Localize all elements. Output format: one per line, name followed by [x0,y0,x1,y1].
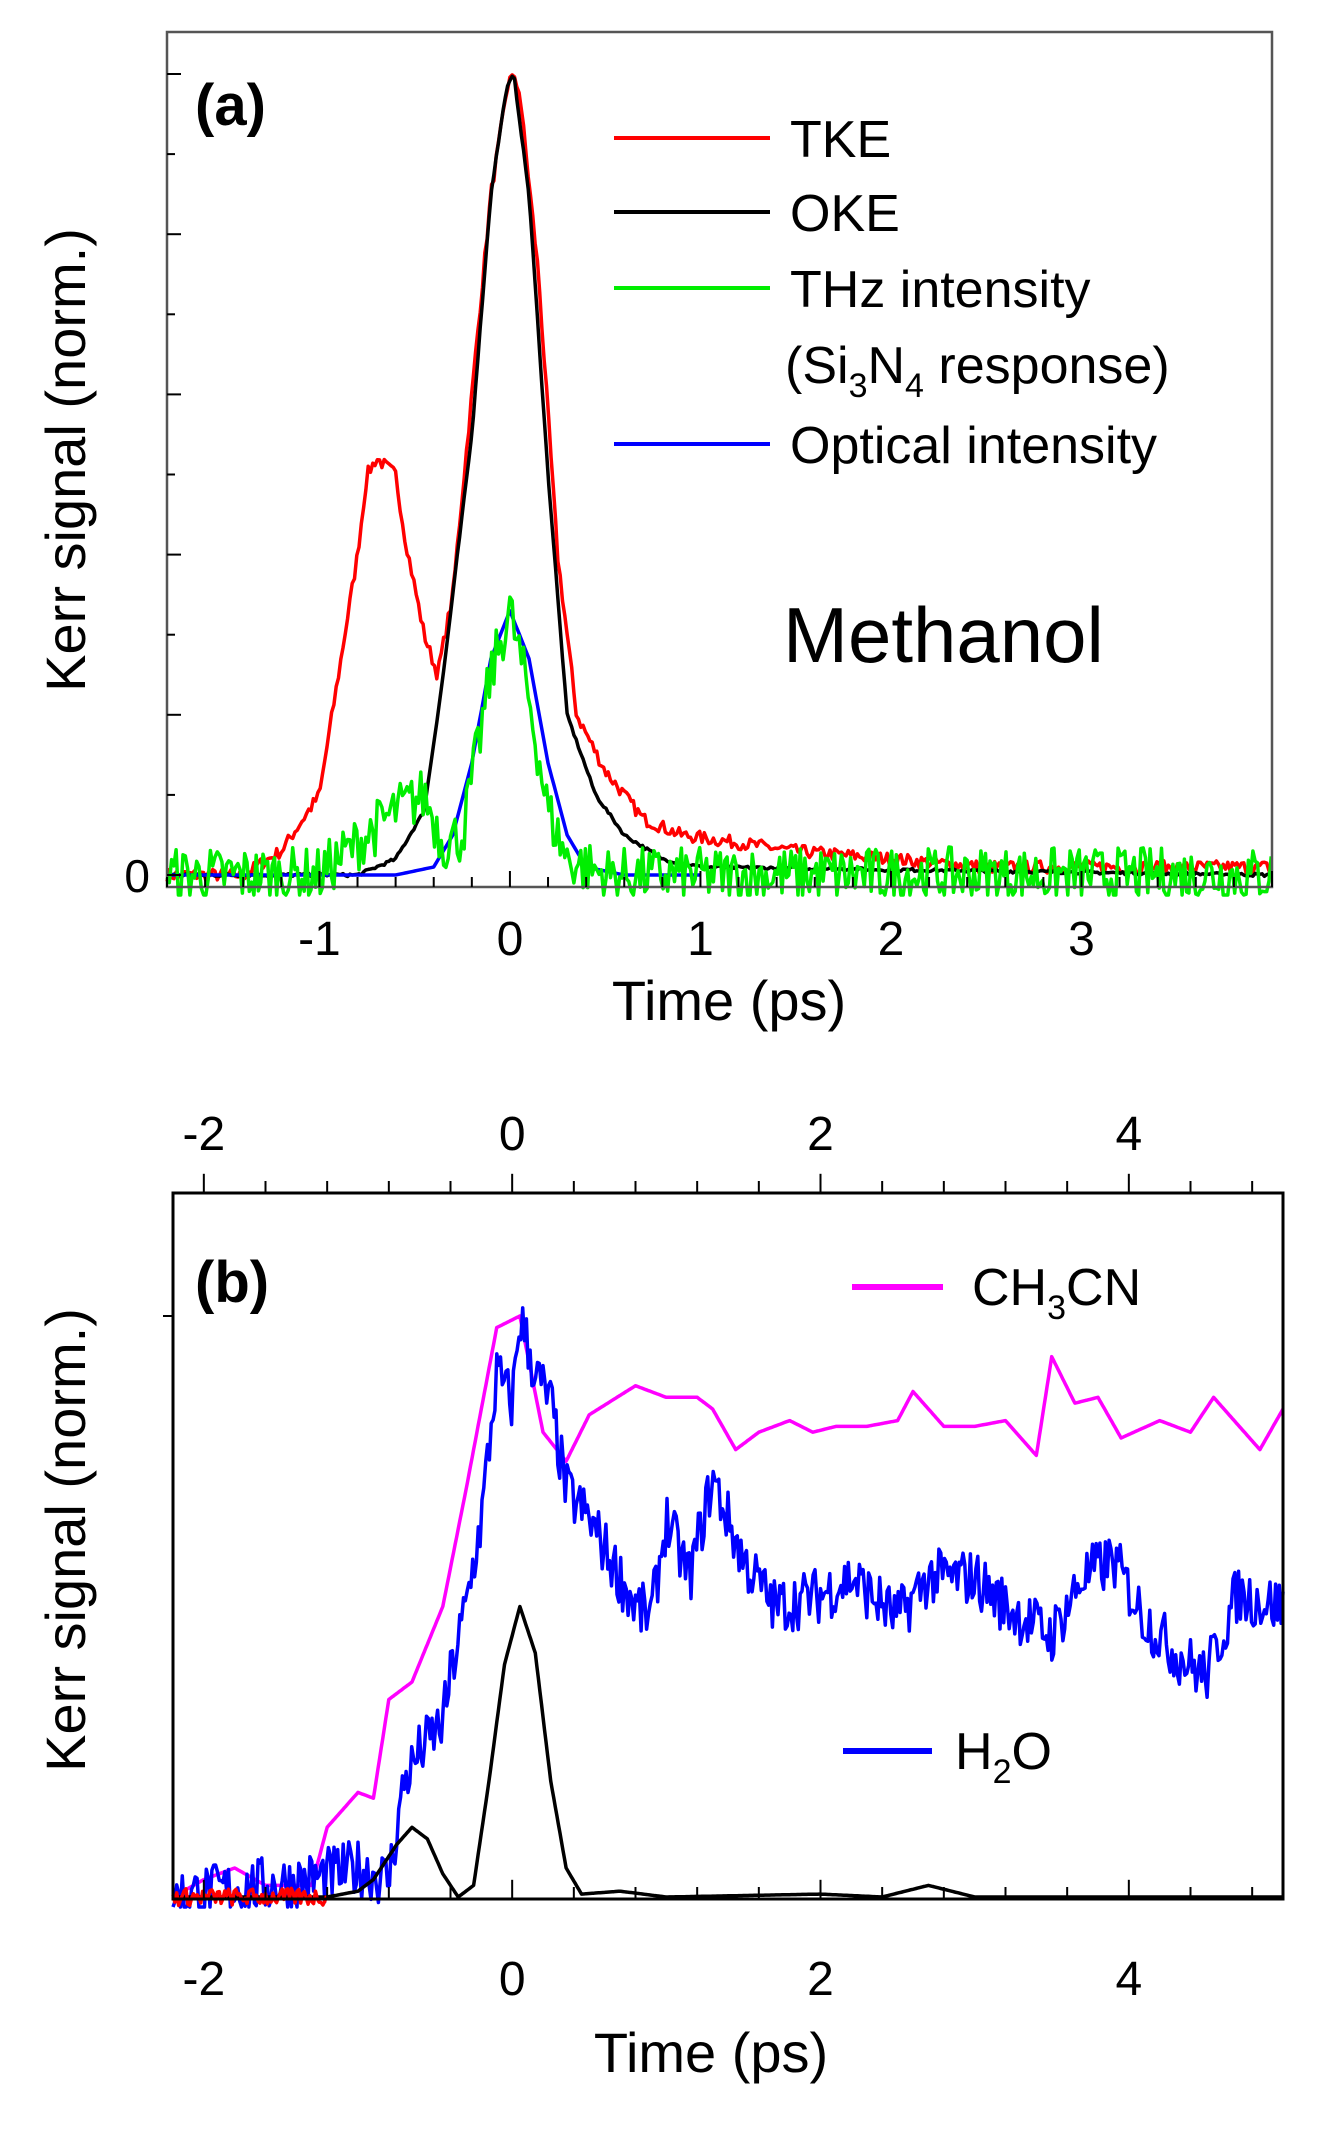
legend-label-optical: Optical intensity [790,417,1157,475]
x-tick-label: 1 [687,913,714,966]
series-line-tke [165,73,1273,883]
x-tick-label: -2 [182,1953,225,2006]
panel-b-xlabel: Time (ps) [594,2021,828,2084]
top-x-tick-label: 2 [807,1108,834,1161]
series-line-ch3cn [172,1314,1285,1899]
x-tick-label: 2 [878,913,905,966]
panel-a-xlabel: Time (ps) [612,969,846,1032]
x-tick-label: -1 [298,913,341,966]
panel-a-frame [165,30,1274,889]
panel-a: -1 0 1 2 3 (a) Methanol Time (ps) Kerr signa… [34,30,1274,1032]
x-tick-label: 3 [1068,913,1095,966]
series-line-thz-intensity [165,595,1273,897]
x-tick-label: 2 [807,1953,834,2006]
legend-label-thz: THz intensity [790,261,1091,319]
panel-a-ylabel: Kerr signal (norm.) [34,228,97,692]
panel-a-ytick-0: 0 [124,850,150,902]
series-line-red [171,1886,329,1908]
series-line-oke [166,74,1273,879]
series-line-h2o [171,1306,1285,1909]
top-x-tick-label: 4 [1115,1108,1142,1161]
panel-b-series [171,1306,1285,1909]
top-x-tick-label: -2 [182,1108,225,1161]
legend-label-oke: OKE [790,185,900,243]
series-line-reference [172,1604,1284,1899]
panel-a-legend: TKE OKE THz intensity (Si3N4 response) O… [614,111,1170,475]
panel-b-ylabel: Kerr signal (norm.) [34,1308,97,1772]
panel-a-ticks: -1 0 1 2 3 [166,73,1273,966]
legend-label-ch3cn: CH3CN [972,1259,1141,1327]
x-tick-label: 0 [497,913,524,966]
legend-label-tke: TKE [790,111,891,169]
panel-b-frame [171,1191,1285,1901]
x-tick-label: 0 [499,1953,526,2006]
panel-a-label: (a) [195,73,266,138]
panel-b-legend: CH3CN H2O [843,1259,1141,1791]
panel-b: -2 -2 0 0 2 2 4 4 (b) Time (ps) Kerr signal (no… [34,1108,1285,2084]
x-tick-label: 4 [1115,1953,1142,2006]
panel-a-annotation: Methanol [783,591,1104,679]
panel-b-ticks: -2 -2 0 0 2 2 4 4 [163,1108,1254,2006]
legend-label-thz-line2: (Si3N4 response) [785,337,1170,405]
panel-b-label: (b) [195,1250,269,1315]
panel-a-series [165,73,1273,897]
top-x-tick-label: 0 [499,1108,526,1161]
legend-label-h2o: H2O [955,1723,1052,1791]
